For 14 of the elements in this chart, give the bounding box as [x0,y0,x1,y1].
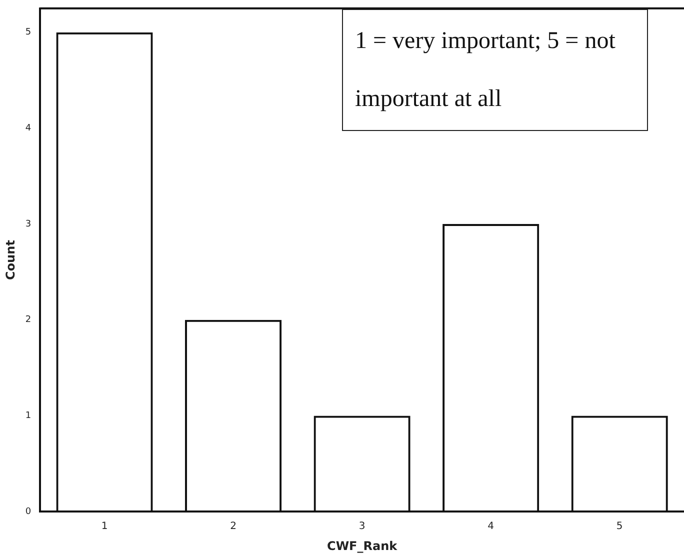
x-tick-label: 2 [230,521,236,532]
y-tick-label: 2 [25,315,32,326]
x-tick-label: 5 [616,521,623,532]
y-tick-label: 3 [25,219,32,230]
x-tick-label: 3 [358,521,366,532]
y-tick-label: 1 [25,411,32,422]
y-tick-label: 0 [25,506,32,517]
y-tick-label: 5 [25,28,32,38]
x-tick-label: 1 [101,521,108,532]
x-tick-label: 4 [488,521,494,532]
x-axis-title: CWF_Rank [327,538,398,553]
y-tick-label: 4 [25,124,32,134]
y-axis-title: Count [3,240,18,280]
text: 1 = very important; 5 = not important at all [355,28,616,112]
